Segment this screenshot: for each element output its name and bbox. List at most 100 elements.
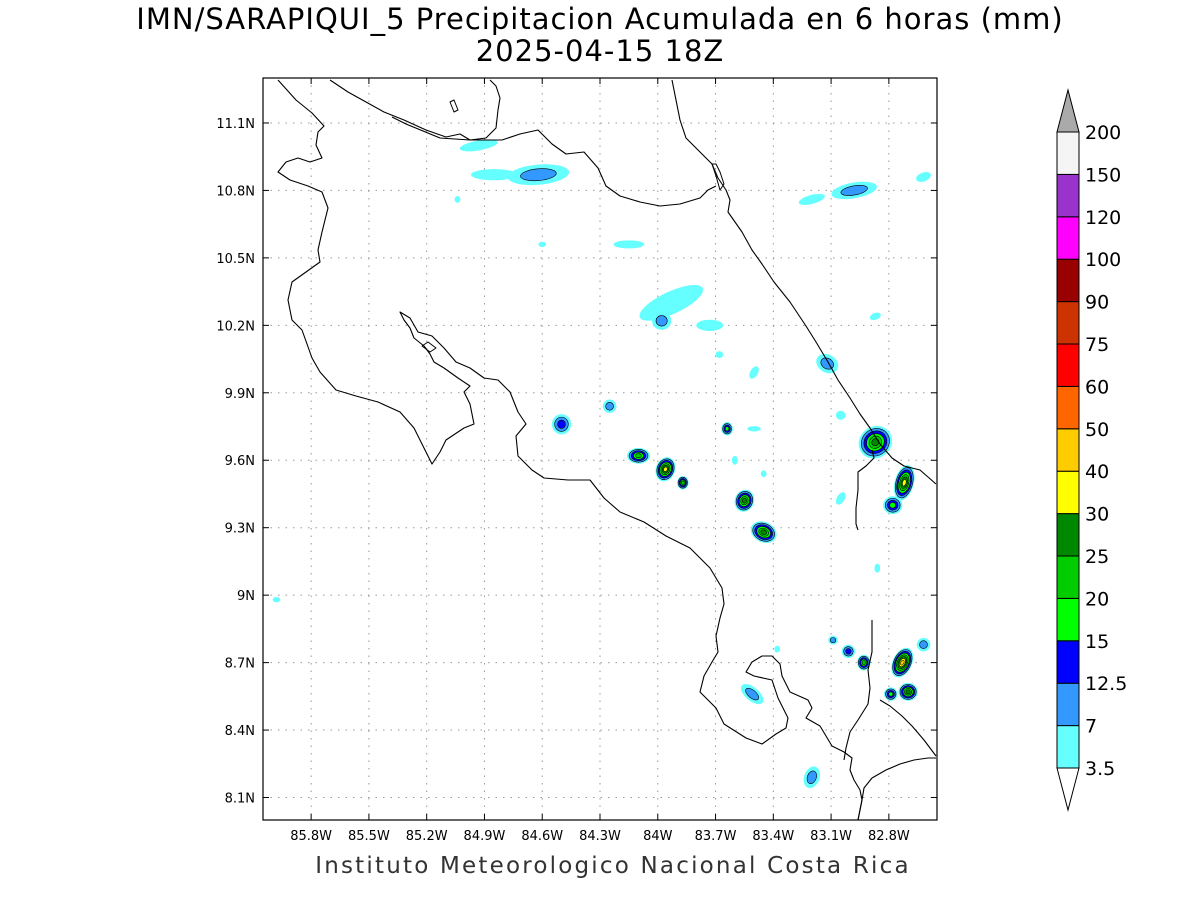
precip-cell bbox=[651, 311, 672, 330]
precip-cell bbox=[828, 635, 838, 645]
precip-contour bbox=[715, 351, 724, 358]
precip-contour bbox=[861, 660, 866, 665]
precip-cell bbox=[831, 181, 877, 200]
precip-contour bbox=[538, 241, 547, 248]
nicaragua-border bbox=[391, 116, 717, 207]
colorbar-swatch bbox=[1056, 513, 1080, 557]
precip-contour bbox=[798, 193, 825, 205]
precip-contour bbox=[806, 770, 817, 784]
precip-contour bbox=[613, 240, 645, 249]
precip-cell bbox=[891, 647, 914, 678]
precip-contour bbox=[681, 480, 685, 485]
y-tick-label: 10.8N bbox=[216, 184, 255, 199]
precip-cell bbox=[613, 240, 645, 249]
colorbar-label: 120 bbox=[1085, 207, 1121, 229]
precip-contour bbox=[272, 596, 281, 603]
precip-cell bbox=[602, 399, 617, 414]
precip-cell bbox=[883, 496, 903, 515]
precip-cell bbox=[816, 353, 839, 374]
precip-cell bbox=[507, 164, 570, 186]
precip-contour bbox=[840, 185, 868, 196]
y-tick-label: 9N bbox=[237, 589, 255, 604]
precip-cell bbox=[721, 422, 733, 436]
precip-contour bbox=[874, 563, 881, 573]
x-tick-label: 84.9W bbox=[464, 829, 506, 844]
colorbar-label: 200 bbox=[1085, 122, 1121, 144]
precip-contour bbox=[835, 410, 846, 420]
precip-cell bbox=[841, 644, 856, 659]
precip-contour bbox=[845, 648, 852, 655]
precip-contour bbox=[774, 645, 781, 653]
colorbar-swatch bbox=[1056, 343, 1080, 387]
precip-cell bbox=[916, 171, 931, 182]
coastline bbox=[277, 79, 937, 820]
colorbar-label: 7 bbox=[1085, 716, 1097, 738]
precip-contour bbox=[888, 691, 894, 697]
precip-cell bbox=[858, 425, 893, 459]
precip-cell bbox=[874, 563, 881, 573]
precip-contour bbox=[520, 168, 557, 182]
precip-contour bbox=[745, 687, 759, 701]
colorbar-label: 30 bbox=[1085, 504, 1109, 526]
precip-cell bbox=[538, 241, 547, 248]
colorbar-swatch bbox=[1056, 131, 1080, 175]
colorbar-label: 15 bbox=[1085, 631, 1109, 653]
precip-contour bbox=[557, 419, 566, 429]
precip-contour bbox=[655, 315, 668, 327]
y-tick-label: 8.1N bbox=[225, 792, 255, 807]
precip-contour bbox=[829, 637, 837, 644]
x-tick-label: 83.1W bbox=[810, 829, 852, 844]
precip-contour bbox=[747, 426, 761, 432]
colorbar-label: 100 bbox=[1085, 249, 1121, 271]
panama-border-north bbox=[855, 449, 875, 531]
precip-contour bbox=[749, 366, 759, 379]
precip-cell bbox=[272, 596, 281, 603]
colorbar: 3.5 7 12.5 15 20 25 30 40 50 60 75 90 100 120 150 200 bbox=[1056, 88, 1127, 812]
precip-cell bbox=[916, 637, 931, 652]
precip-contour bbox=[835, 492, 846, 505]
precip-contour bbox=[459, 139, 498, 152]
colorbar-swatch bbox=[1056, 258, 1080, 303]
gulf-island bbox=[421, 341, 437, 353]
x-tick-label: 85.2W bbox=[406, 829, 448, 844]
precip-cell bbox=[857, 654, 871, 671]
colorbar-label: 3.5 bbox=[1085, 758, 1115, 780]
precip-contour bbox=[900, 659, 905, 666]
precip-cell bbox=[774, 645, 781, 653]
precip-contour bbox=[869, 312, 881, 321]
colorbar-label: 25 bbox=[1085, 546, 1109, 568]
x-tick-label: 84.3W bbox=[579, 829, 621, 844]
precip-contour bbox=[639, 285, 704, 321]
precip-contour bbox=[889, 502, 897, 509]
precip-contour bbox=[696, 319, 724, 331]
x-tick-label: 84.6W bbox=[521, 829, 563, 844]
precip-cell bbox=[470, 169, 518, 181]
precip-cell bbox=[459, 139, 498, 152]
precip-cell bbox=[749, 366, 759, 379]
longitude-axis: 85.8W 85.5W 85.2W 84.9W 84.6W 84.3W 84W 83.7W 83… bbox=[290, 78, 910, 844]
precip-cell bbox=[626, 447, 651, 464]
y-tick-label: 10.2N bbox=[216, 319, 255, 334]
colorbar-swatch bbox=[1056, 682, 1080, 727]
colorbar-label: 40 bbox=[1085, 461, 1109, 483]
precip-cell bbox=[454, 196, 461, 203]
y-tick-label: 9.3N bbox=[225, 522, 255, 537]
pacific-coastline bbox=[277, 79, 863, 820]
atlantic-coastline bbox=[329, 79, 501, 141]
colorbar-swatch bbox=[1056, 555, 1080, 599]
latitude-axis: 11.1N 10.8N 10.5N 10.2N 9.9N 9.6N 9.3N 9N 8.7N 8.… bbox=[216, 117, 937, 807]
colorbar-swatch bbox=[1056, 597, 1080, 642]
x-tick-label: 84W bbox=[643, 829, 673, 844]
precip-cell bbox=[884, 687, 898, 701]
precip-contour bbox=[916, 171, 931, 182]
footer-credit: Instituto Meteorologico Nacional Costa R… bbox=[315, 853, 911, 879]
precip-contour bbox=[919, 640, 928, 649]
precipitation-field bbox=[272, 139, 931, 789]
x-tick-label: 83.4W bbox=[752, 829, 794, 844]
y-tick-label: 10.5N bbox=[216, 252, 255, 267]
precip-cell bbox=[740, 683, 764, 705]
x-tick-label: 85.8W bbox=[290, 829, 332, 844]
precip-contour bbox=[663, 466, 668, 472]
precip-cell bbox=[835, 492, 846, 505]
map-subtitle: 2025-04-15 18Z bbox=[475, 34, 725, 68]
